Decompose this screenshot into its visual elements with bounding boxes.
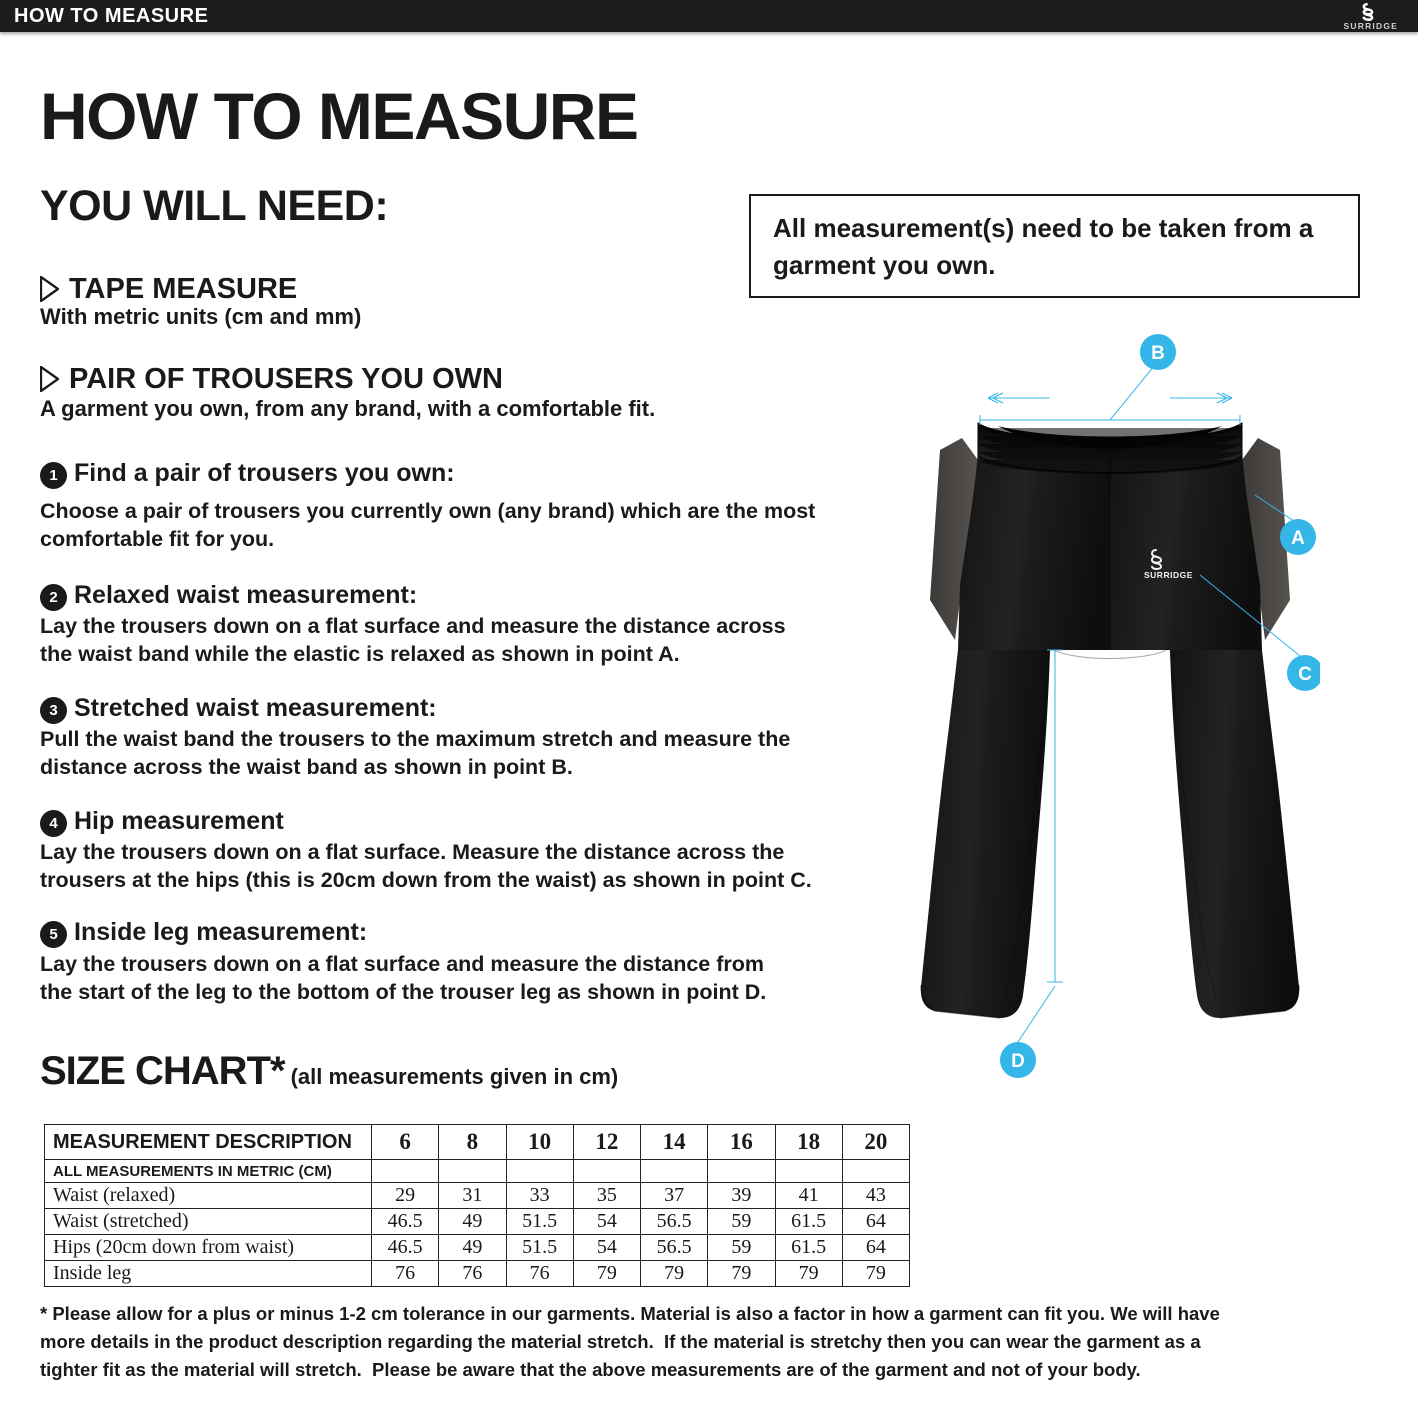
svg-text:C: C <box>1298 664 1312 685</box>
svg-text:A: A <box>1291 528 1305 549</box>
svg-text:SURRIDGE: SURRIDGE <box>1144 570 1193 580</box>
svg-text:B: B <box>1151 343 1165 364</box>
svg-text:D: D <box>1011 1051 1025 1072</box>
